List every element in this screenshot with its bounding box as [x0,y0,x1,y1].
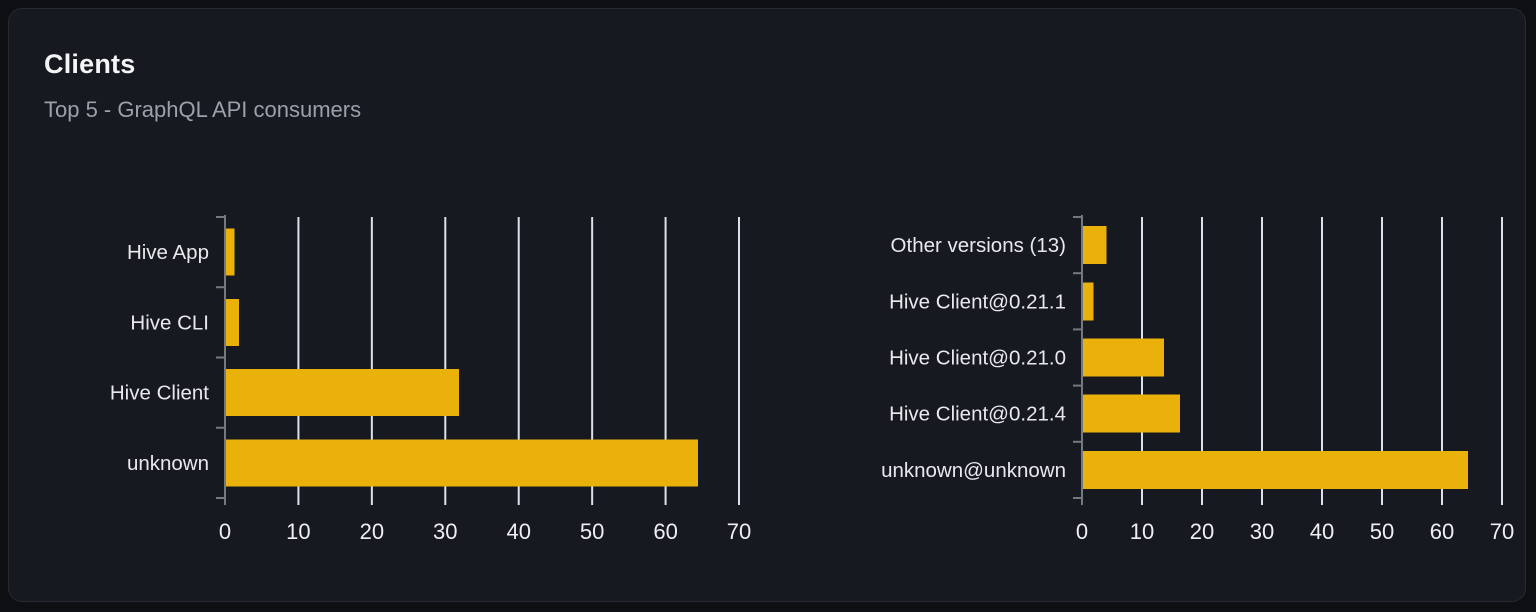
x-tick-label: 10 [286,519,310,544]
x-tick-label: 40 [506,519,530,544]
x-tick-label: 30 [1250,519,1274,544]
x-tick-label: 70 [727,519,751,544]
x-tick-label: 20 [1190,519,1214,544]
category-label: Hive App [127,241,209,264]
bar-unknown-unknown [1083,450,1468,489]
card-title: Clients [44,49,136,79]
bar-hive-client-0-21-4 [1083,394,1180,433]
bar-unknown [226,439,698,487]
category-label: unknown@unknown [881,459,1066,482]
x-tick-label: 60 [653,519,677,544]
bar-other-versions-13- [1083,226,1107,265]
category-label: Hive CLI [130,311,209,334]
bar-hive-client [226,369,460,417]
category-label: Other versions (13) [891,234,1066,257]
card-subtitle: Top 5 - GraphQL API consumers [44,97,362,122]
clients-bar-chart: 0 10 20 30 40 50 60 70 Hive App Hive CLI Hive Clie… [110,215,751,544]
bar-hive-client-0-21-0 [1083,338,1165,377]
bar-hive-app [226,228,235,276]
bar-hive-client-0-21-1 [1083,282,1094,321]
x-tick-label: 70 [1490,519,1514,544]
x-tick-label: 60 [1430,519,1454,544]
x-tick-label: 0 [219,519,231,544]
bar-hive-cli [226,298,239,346]
category-label: unknown [127,452,209,475]
category-label: Hive Client [110,382,209,405]
category-label: Hive Client@0.21.0 [889,347,1066,370]
category-label: Hive Client@0.21.4 [889,403,1066,426]
clients-card: Clients Top 5 - GraphQL API consumers 0 1… [8,8,1526,602]
client-versions-bar-chart: 0 10 20 30 40 50 60 70 Other versions (13) Hive C… [881,215,1514,544]
x-tick-label: 50 [580,519,604,544]
x-tick-label: 40 [1310,519,1334,544]
x-tick-label: 50 [1370,519,1394,544]
x-tick-label: 20 [360,519,384,544]
category-label: Hive Client@0.21.1 [889,290,1066,313]
x-tick-label: 10 [1130,519,1154,544]
x-tick-label: 30 [433,519,457,544]
x-tick-label: 0 [1076,519,1088,544]
